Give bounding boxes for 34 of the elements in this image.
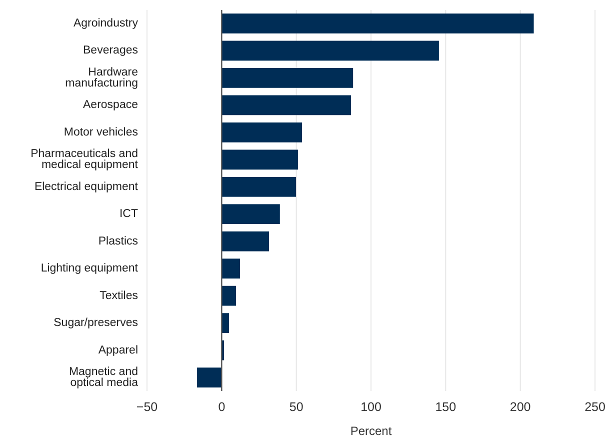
y-tick-label: Textiles <box>100 290 138 302</box>
bar <box>222 231 270 252</box>
bar <box>222 68 354 88</box>
y-tick-label: Lighting equipment <box>40 262 139 275</box>
y-tick-label: Magnetic and optical media <box>68 366 139 390</box>
y-tick-label: Agroindustry <box>73 18 138 30</box>
x-axis-title: Percent <box>350 424 392 438</box>
x-tick-label: 200 <box>510 400 531 414</box>
y-tick-label: Hardware manufacturing <box>65 66 138 90</box>
y-tick-label: Motor vehicles <box>64 126 138 138</box>
y-tick-label: Plastics <box>98 235 138 248</box>
y-tick-label: Aerospace <box>83 99 138 112</box>
y-tick-label: Sugar/preserves <box>54 317 138 330</box>
bar <box>222 14 534 34</box>
y-tick-label: Pharmaceuticals and medical equipment <box>30 148 139 172</box>
bar <box>222 40 439 61</box>
y-tick-label: Electrical equipment <box>34 180 139 193</box>
bar <box>197 368 222 388</box>
x-tick-label: 150 <box>435 400 456 414</box>
x-tick-label: −50 <box>136 400 158 414</box>
bar <box>222 286 236 306</box>
bar <box>222 95 351 116</box>
bar <box>222 150 298 170</box>
bar <box>222 204 280 224</box>
x-tick-label: 0 <box>218 400 226 414</box>
y-tick-label: Beverages <box>83 44 138 57</box>
x-tick-label: 250 <box>584 400 606 414</box>
y-tick-label: Apparel <box>98 344 138 356</box>
x-tick-label: 100 <box>360 400 382 414</box>
bar <box>222 176 296 197</box>
bar <box>222 258 240 279</box>
y-tick-label: ICT <box>119 208 138 220</box>
bar <box>222 122 302 142</box>
x-tick-label: 50 <box>289 400 304 414</box>
